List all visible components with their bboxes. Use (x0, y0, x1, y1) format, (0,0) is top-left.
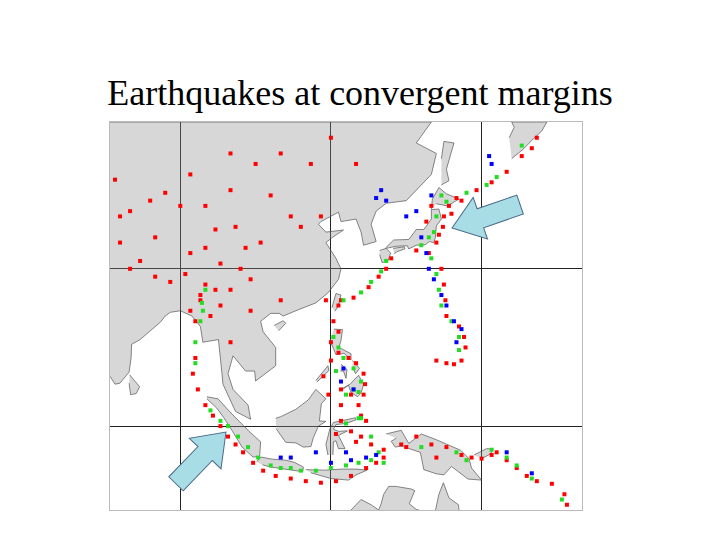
svg-text:Earthquakes at convergent marg: Earthquakes at convergent margins (107, 73, 613, 113)
